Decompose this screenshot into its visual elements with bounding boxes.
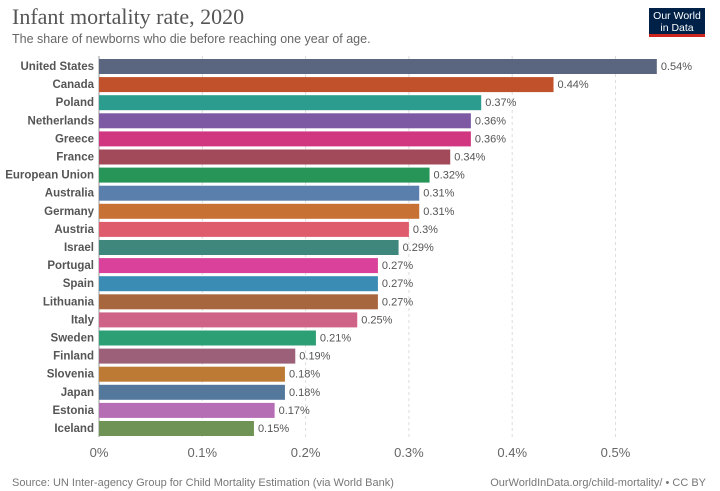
value-label: 0.27% [382,296,413,308]
category-label: Spain [63,278,94,290]
chart-title: Infant mortality rate, 2020 [12,4,245,29]
x-tick-label: 0.5% [601,445,631,460]
logo-line-1: Our World [653,10,701,22]
value-label: 0.19% [299,351,330,363]
source-note: Source: UN Inter-agency Group for Child … [12,477,394,489]
bar [99,330,316,346]
logo-line-2: in Data [660,22,694,34]
category-label: Lithuania [43,296,95,308]
category-label: Austria [54,224,94,236]
category-label: Israel [64,242,94,254]
value-label: 0.21% [320,333,351,345]
category-label: Slovenia [47,369,95,381]
value-label: 0.15% [258,423,289,435]
bar [99,402,275,418]
bar [99,258,378,274]
bar [99,203,420,219]
bar [99,59,657,74]
bar [99,421,254,436]
chart-subtitle: The share of newborns who die before rea… [12,32,371,46]
x-tick-label: 0.3% [394,445,424,460]
category-label: Greece [55,133,94,145]
bar [99,185,420,201]
bar [99,294,378,310]
category-label: Sweden [51,333,94,345]
source-url[interactable]: OurWorldInData.org/child-mortality/ • CC… [490,477,706,489]
value-label: 0.44% [558,79,589,91]
value-label: 0.27% [382,278,413,290]
category-label: Japan [61,387,94,399]
category-label: Canada [52,79,94,91]
value-label: 0.18% [289,387,320,399]
bar [99,240,399,255]
bar [99,113,471,129]
bar [99,167,430,183]
category-label: Italy [71,314,95,326]
bar [99,348,296,364]
bar [99,221,409,237]
value-label: 0.17% [279,405,310,417]
value-label: 0.36% [475,115,506,127]
bar [99,312,358,328]
value-label: 0.36% [475,133,506,145]
category-label: Germany [44,206,94,218]
bar [99,77,554,93]
category-label: Poland [56,97,94,109]
category-label: Portugal [47,260,94,272]
bar [99,384,285,400]
category-label: Estonia [52,405,94,417]
category-label: Australia [45,188,95,200]
x-tick-label: 0.2% [291,445,321,460]
value-label: 0.25% [361,314,392,326]
bar [99,276,378,292]
value-label: 0.31% [423,188,454,200]
value-label: 0.3% [413,224,438,236]
bar [99,149,451,165]
category-label: Iceland [54,423,94,435]
bar [99,366,285,382]
x-tick-label: 0.4% [497,445,527,460]
value-label: 0.29% [403,242,434,254]
category-label: United States [21,61,95,73]
value-label: 0.37% [485,97,516,109]
x-tick-label: 0.1% [187,445,217,460]
value-label: 0.32% [434,170,465,182]
value-label: 0.27% [382,260,413,272]
category-label: France [56,152,94,164]
category-label: Netherlands [28,115,94,127]
value-label: 0.18% [289,369,320,381]
bar [99,131,471,147]
category-label: European Union [5,170,94,182]
x-tick-label: 0% [90,445,109,460]
value-label: 0.34% [454,152,485,164]
value-label: 0.54% [661,61,692,73]
category-label: Finland [53,351,94,363]
bar [99,95,482,111]
value-label: 0.31% [423,206,454,218]
owid-logo[interactable]: Our World in Data [649,8,705,37]
